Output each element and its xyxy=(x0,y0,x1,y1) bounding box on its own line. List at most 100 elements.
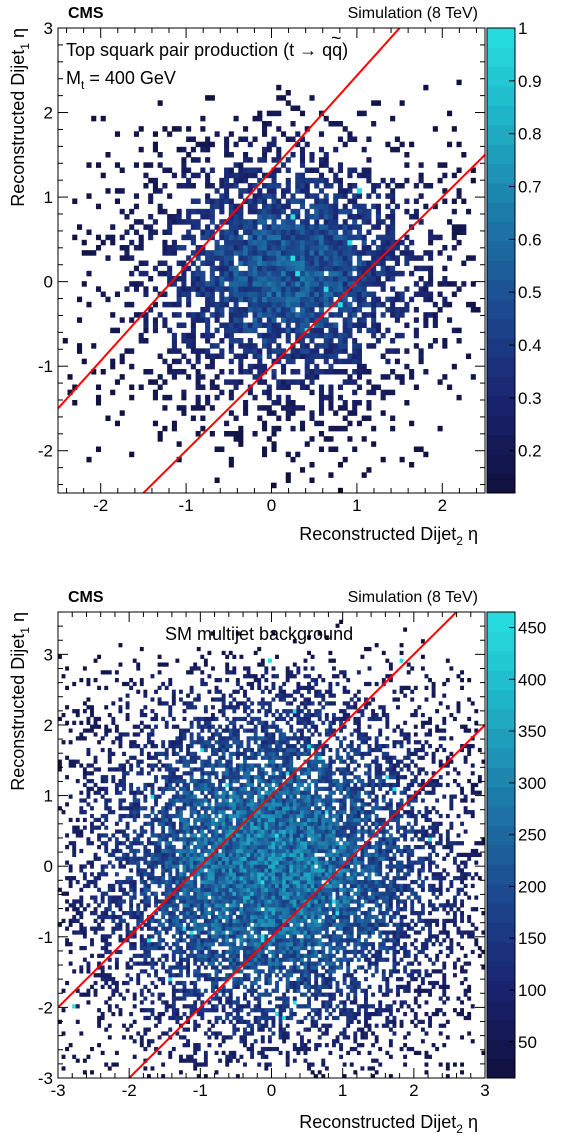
heatmap-cell xyxy=(280,131,287,137)
heatmap-cell xyxy=(285,472,291,478)
heatmap-cell xyxy=(307,883,311,889)
heatmap-cell xyxy=(385,938,390,943)
heatmap-cell xyxy=(324,1027,329,1032)
heatmap-cell xyxy=(228,891,233,896)
heatmap-cell xyxy=(346,984,351,990)
heatmap-cell xyxy=(335,887,340,892)
heatmap-cell xyxy=(304,214,310,220)
heatmap-cell xyxy=(282,945,287,951)
heatmap-cell xyxy=(193,988,198,993)
heatmap-cell xyxy=(164,926,169,931)
heatmap-cell xyxy=(374,1023,379,1028)
heatmap-cell xyxy=(79,969,84,974)
heatmap-cell xyxy=(366,260,372,267)
heatmap-cell xyxy=(299,307,306,313)
heatmap-cell xyxy=(252,193,258,199)
heatmap-cell xyxy=(225,922,230,927)
heatmap-cell xyxy=(317,926,322,931)
heatmap-cell xyxy=(347,410,353,416)
heatmap-cell xyxy=(295,265,301,272)
heatmap-cell xyxy=(356,327,362,334)
heatmap-cell xyxy=(367,907,372,912)
heatmap-cell xyxy=(394,146,400,153)
heatmap-cell xyxy=(264,1011,269,1017)
heatmap-cell xyxy=(346,930,351,935)
heatmap-cell xyxy=(380,281,386,287)
heatmap-cell xyxy=(396,992,400,997)
heatmap-cell xyxy=(104,934,109,939)
heatmap-cell xyxy=(228,462,234,468)
heatmap-cell xyxy=(295,250,301,256)
heatmap-cell xyxy=(371,953,376,958)
heatmap-cell xyxy=(339,922,344,927)
heatmap-cell xyxy=(189,942,194,947)
heatmap-cell xyxy=(470,907,475,912)
heatmap-cell xyxy=(280,203,287,210)
heatmap-cell xyxy=(171,903,176,908)
heatmap-cell xyxy=(339,911,344,916)
heatmap-cell xyxy=(418,286,424,292)
heatmap-cell xyxy=(321,1031,326,1036)
heatmap-cell xyxy=(111,977,116,982)
heatmap-cell xyxy=(196,891,201,896)
heatmap-cell xyxy=(267,887,272,892)
heatmap-cell xyxy=(139,911,144,916)
heatmap-cell xyxy=(360,1043,365,1048)
heatmap-cell xyxy=(181,394,187,401)
heatmap-cell xyxy=(392,1019,397,1024)
heatmap-cell xyxy=(238,250,244,256)
heatmap-cell xyxy=(295,255,301,261)
heatmap-cell xyxy=(337,167,344,174)
heatmap-cell xyxy=(224,136,230,143)
heatmap-cell xyxy=(114,899,119,904)
heatmap-cell xyxy=(243,198,249,205)
heatmap-cell xyxy=(349,930,354,935)
heatmap-cell xyxy=(233,291,239,298)
heatmap-cell xyxy=(335,949,340,955)
heatmap-cell xyxy=(125,973,130,978)
heatmap-cell xyxy=(290,265,296,272)
heatmap-cell xyxy=(228,996,233,1001)
heatmap-cell xyxy=(296,977,301,982)
heatmap-cell xyxy=(114,984,119,990)
heatmap-cell xyxy=(390,219,396,225)
heatmap-cell xyxy=(295,260,301,267)
heatmap-cell xyxy=(424,969,429,974)
heatmap-cell xyxy=(396,942,400,947)
heatmap-cell xyxy=(181,146,187,153)
heatmap-cell xyxy=(214,312,220,318)
heatmap-cell xyxy=(205,338,211,344)
heatmap-cell xyxy=(200,1062,205,1067)
heatmap-cell xyxy=(275,883,279,889)
heatmap-cell xyxy=(79,945,84,951)
heatmap-cell xyxy=(157,1019,162,1024)
heatmap-cell xyxy=(364,891,368,896)
heatmap-cell xyxy=(257,1062,262,1067)
heatmap-cell xyxy=(181,167,187,174)
heatmap-cell xyxy=(200,961,205,966)
heatmap-cell xyxy=(385,193,391,199)
heatmap-cell xyxy=(152,188,158,194)
heatmap-cell xyxy=(257,265,263,272)
heatmap-cell xyxy=(474,926,479,931)
heatmap-cell xyxy=(337,136,344,143)
heatmap-cell xyxy=(247,255,253,261)
heatmap-cell xyxy=(252,363,258,370)
heatmap-cell xyxy=(352,234,358,241)
heatmap-cell xyxy=(304,177,310,184)
heatmap-cell xyxy=(207,949,212,955)
heatmap-cell xyxy=(196,922,201,927)
heatmap-cell xyxy=(285,1000,290,1005)
heatmap-cell xyxy=(238,363,244,370)
heatmap-cell xyxy=(118,883,123,889)
heatmap-cell xyxy=(228,410,234,416)
heatmap-cell xyxy=(413,1011,418,1017)
heatmap-cell xyxy=(125,926,130,931)
heatmap-cell xyxy=(238,369,244,375)
heatmap-cell xyxy=(271,879,276,885)
heatmap-cell xyxy=(337,193,344,199)
heatmap-cell xyxy=(111,988,116,993)
heatmap-cell xyxy=(461,152,467,158)
heatmap-cell xyxy=(132,879,137,885)
heatmap-cell xyxy=(146,953,151,958)
